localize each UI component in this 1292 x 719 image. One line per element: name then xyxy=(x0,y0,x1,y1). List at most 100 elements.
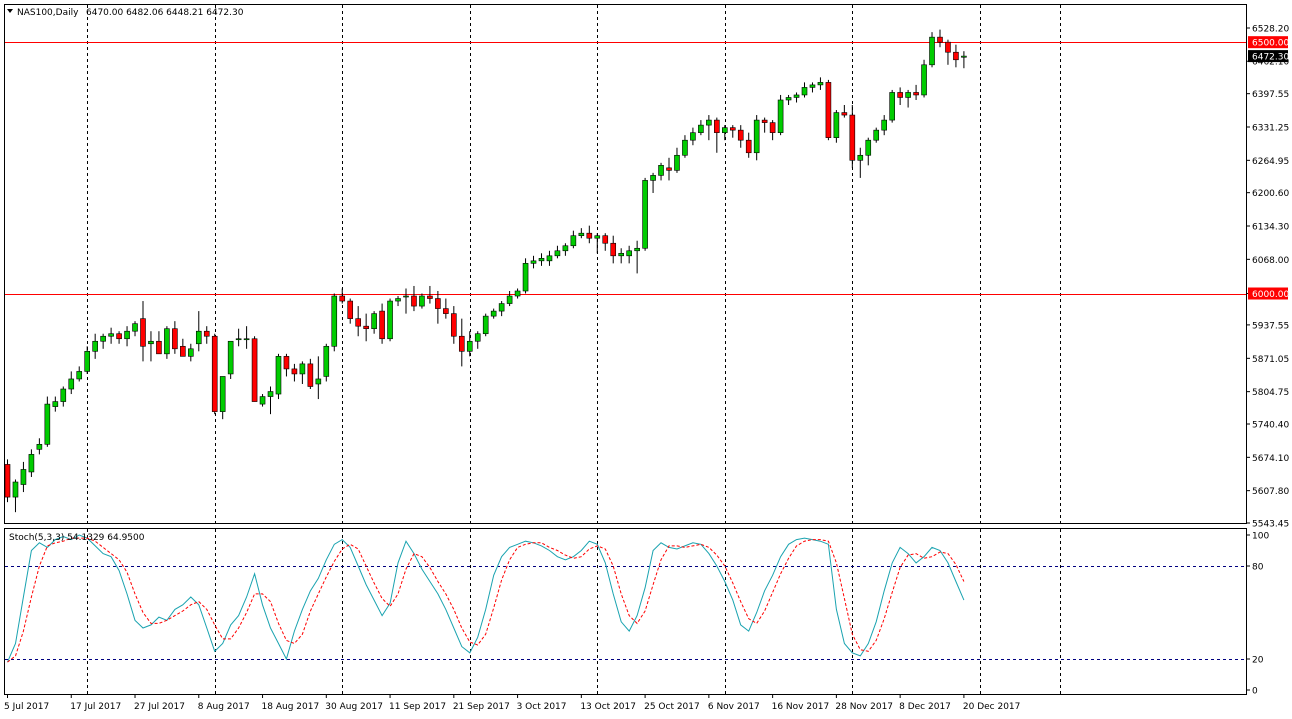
candle xyxy=(36,438,43,455)
price-tick-label: 6462.10 xyxy=(1252,58,1289,68)
dropdown-triangle-icon[interactable] xyxy=(7,9,13,13)
date-tick-label: 13 Oct 2017 xyxy=(580,702,636,712)
candle xyxy=(865,137,872,166)
candle-body xyxy=(116,333,122,340)
candle-body xyxy=(251,338,258,402)
candle-body xyxy=(961,55,967,58)
candle xyxy=(379,303,385,344)
candle xyxy=(490,308,497,319)
candle xyxy=(275,353,282,400)
candle xyxy=(363,313,369,342)
candle-body xyxy=(658,165,664,176)
candle xyxy=(219,376,226,420)
candle-body xyxy=(211,335,218,412)
candle-body xyxy=(44,403,51,445)
candle-body xyxy=(395,298,401,302)
candle-body xyxy=(562,245,569,252)
candle-body xyxy=(578,232,585,237)
main-plot-frame xyxy=(4,4,1247,524)
date-tick-label: 17 Jul 2017 xyxy=(70,702,121,712)
horizontal-lines xyxy=(5,42,1246,295)
candle-body xyxy=(419,295,425,307)
stoch-tick-label: 80 xyxy=(1252,563,1264,573)
candle-body xyxy=(873,129,880,141)
candle xyxy=(92,333,98,359)
candle xyxy=(602,233,609,251)
candle-body xyxy=(889,92,895,121)
candle-body xyxy=(108,333,114,337)
candle-body xyxy=(371,313,377,329)
symbol-header: NAS100,Daily xyxy=(17,8,79,18)
candle-body xyxy=(92,340,98,352)
candle-body xyxy=(825,82,832,138)
date-tick-label: 30 Aug 2017 xyxy=(325,702,383,712)
price-tick-label: 6331.25 xyxy=(1252,124,1289,134)
candle xyxy=(140,301,146,362)
date-axis: 5 Jul 2017 17 Jul 2017 27 Jul 2017 8 Aug 20… xyxy=(4,694,1020,712)
candle-body xyxy=(929,36,935,66)
candle-body xyxy=(913,92,919,96)
candle xyxy=(554,245,561,259)
candle xyxy=(618,248,624,264)
candle xyxy=(546,250,553,266)
candle xyxy=(674,147,680,173)
price-tick-label: 5543.45 xyxy=(1252,520,1289,530)
candle xyxy=(76,366,83,382)
stoch-tick-label: 0 xyxy=(1252,687,1258,697)
candle-body xyxy=(474,333,481,342)
candle-body xyxy=(546,255,553,262)
price-tick-label: 5674.10 xyxy=(1252,454,1289,464)
candle-body xyxy=(514,290,521,297)
candle xyxy=(291,363,298,382)
candle xyxy=(913,84,919,100)
candle-body xyxy=(626,250,632,257)
candle xyxy=(156,331,162,355)
candle-body xyxy=(458,335,465,352)
date-tick-label: 8 Dec 2017 xyxy=(899,702,951,712)
stoch-plot-frame xyxy=(4,528,1247,695)
candle xyxy=(259,394,266,407)
price-axis: 6528.20 6462.10 6397.55 6331.25 6264.95 6200.… xyxy=(1246,25,1289,697)
candle xyxy=(203,326,210,344)
candle-body xyxy=(953,51,959,61)
price-tick-label: 6397.55 xyxy=(1252,90,1289,100)
candle xyxy=(945,39,951,65)
date-tick-label: 16 Nov 2017 xyxy=(772,702,830,712)
candle-body xyxy=(498,303,505,312)
stoch-tick-label: 100 xyxy=(1252,532,1269,542)
candle xyxy=(698,120,704,136)
candle xyxy=(371,311,377,334)
date-tick-label: 27 Jul 2017 xyxy=(134,702,185,712)
date-tick-label: 6 Nov 2017 xyxy=(708,702,760,712)
candle-body xyxy=(793,94,800,98)
level-tag-label: 6500.00 xyxy=(1252,39,1289,49)
candle-body xyxy=(339,295,346,302)
candle xyxy=(929,32,935,68)
candle xyxy=(331,293,338,352)
candle-body xyxy=(299,363,306,375)
candle xyxy=(650,172,656,193)
candle-body xyxy=(666,167,672,171)
candle-body xyxy=(195,330,202,345)
price-tick-label: 5607.80 xyxy=(1252,487,1289,497)
candle-body xyxy=(227,340,234,375)
candle xyxy=(881,115,888,136)
date-tick-label: 25 Oct 2017 xyxy=(644,702,700,712)
candle-body xyxy=(68,378,75,390)
candle xyxy=(506,290,513,307)
candle xyxy=(148,331,154,362)
candle xyxy=(921,59,927,98)
candle xyxy=(666,157,672,181)
candle xyxy=(737,125,744,148)
price-tick-label: 6528.20 xyxy=(1252,25,1289,35)
candle-body xyxy=(283,356,290,370)
candle xyxy=(626,245,632,264)
candle-body xyxy=(243,338,250,341)
candle-body xyxy=(745,139,752,154)
candle xyxy=(634,240,640,274)
candle xyxy=(706,115,712,141)
candle xyxy=(721,125,728,141)
candle xyxy=(753,115,760,161)
candle-body xyxy=(291,368,298,375)
candle xyxy=(411,285,417,312)
